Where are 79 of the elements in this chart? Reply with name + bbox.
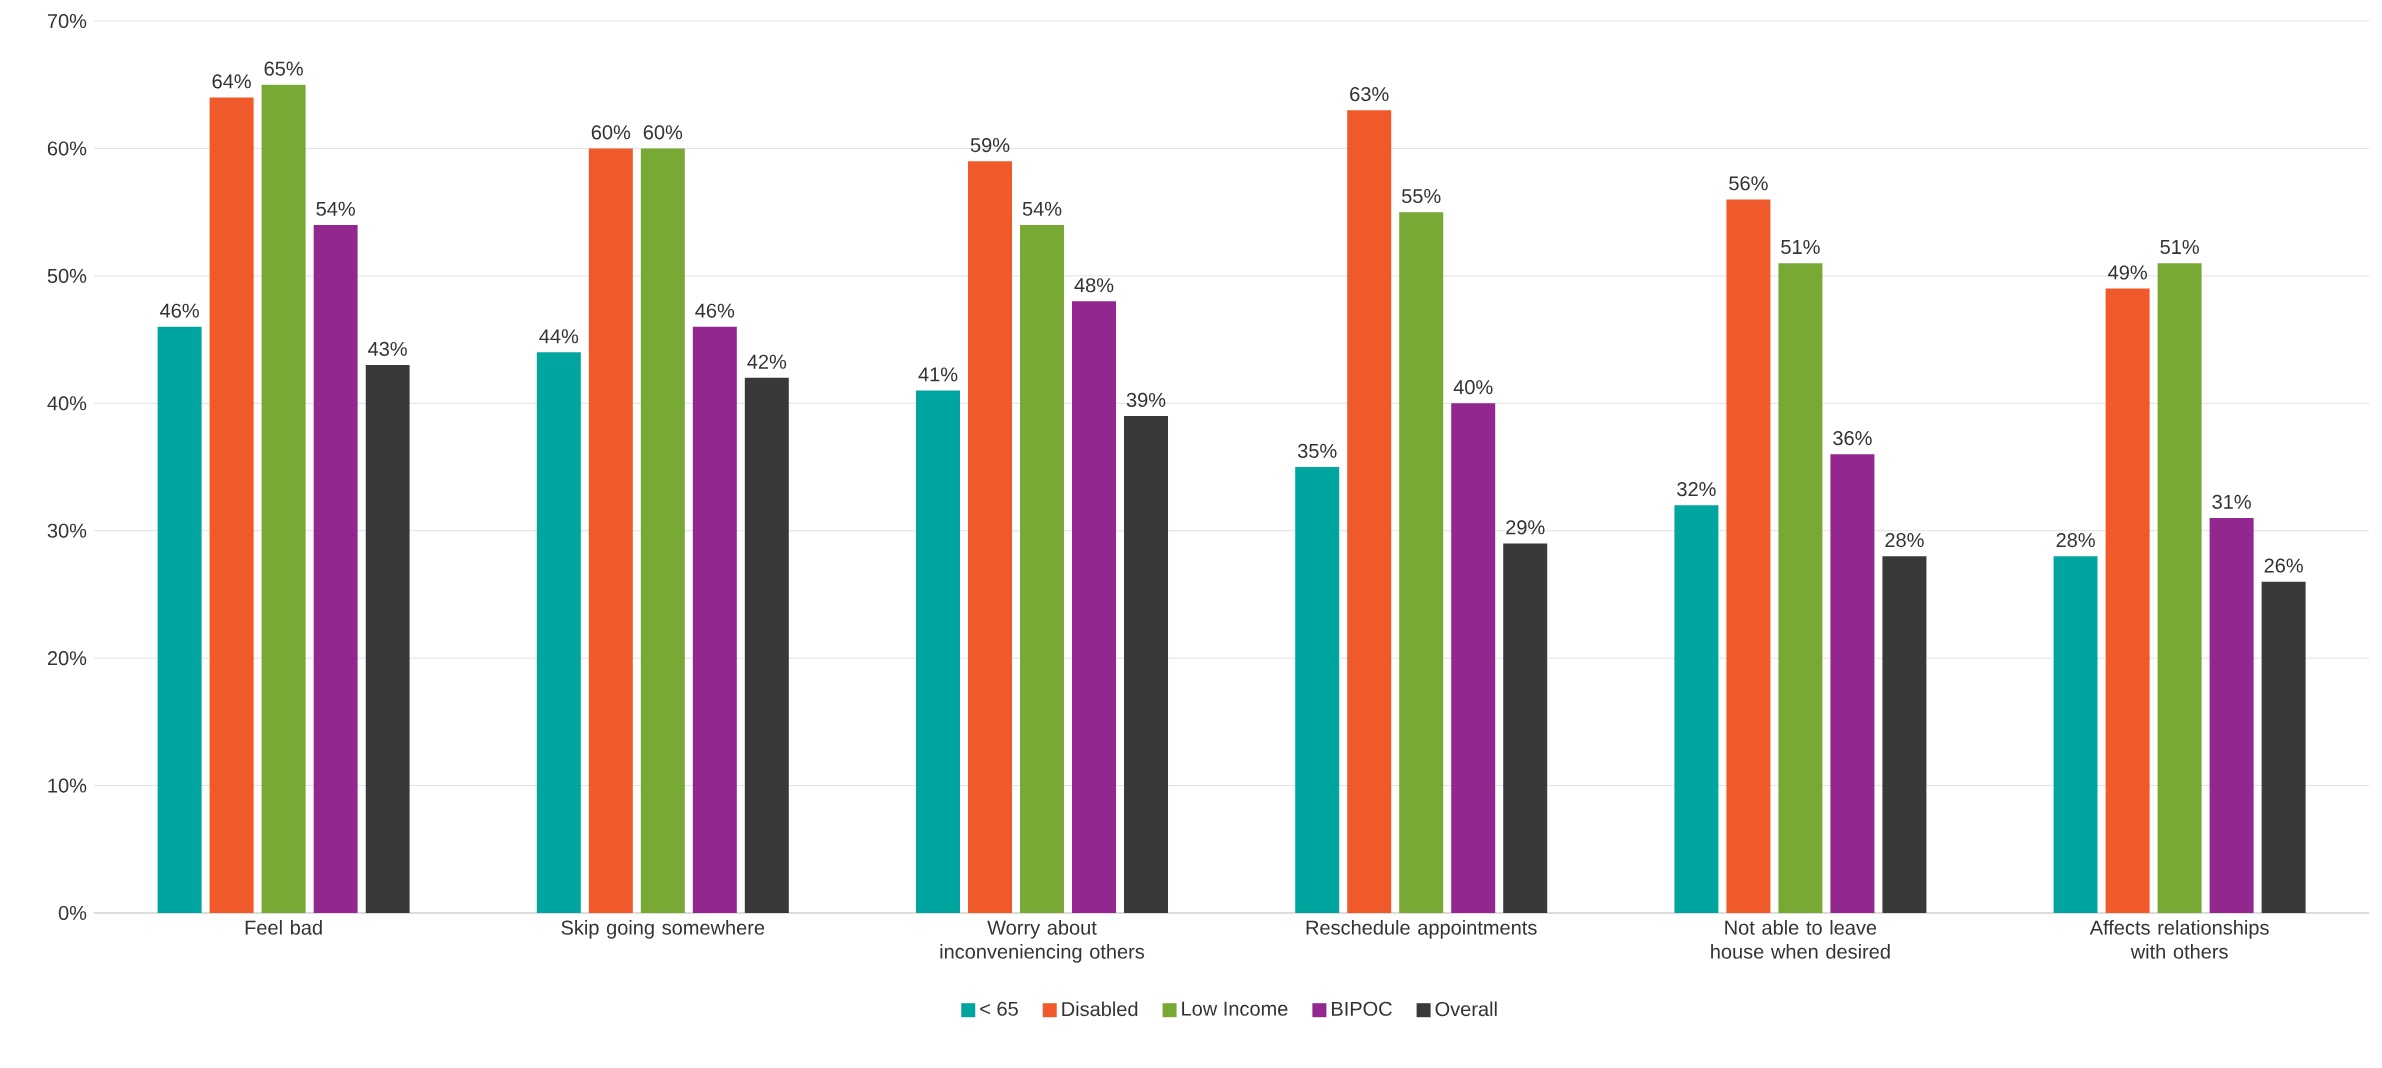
bar (1072, 301, 1117, 913)
bar (365, 365, 410, 913)
data-label: 60% (591, 125, 631, 140)
data-label: 43% (368, 341, 407, 356)
bar (916, 390, 961, 913)
bar (1124, 416, 1169, 913)
data-label: 31% (2212, 494, 2251, 509)
data-label: 51% (1781, 239, 1820, 255)
legend-label: Overall (1435, 1001, 1497, 1017)
y-tick-label: 40% (47, 396, 87, 411)
bar (1399, 212, 1444, 913)
bar (640, 148, 685, 913)
x-tick-label: Feel bad (245, 920, 322, 935)
bar (536, 352, 581, 913)
bar (1451, 403, 1496, 913)
bar (2261, 581, 2306, 913)
data-label: 44% (539, 329, 579, 344)
data-label: 48% (1074, 278, 1114, 293)
y-tick-label: 10% (48, 778, 87, 793)
data-label: 59% (970, 137, 1010, 153)
data-label: 54% (316, 201, 355, 216)
bar (1882, 556, 1927, 913)
legend-label: Low Income (1182, 1001, 1288, 1016)
data-label: 51% (2160, 239, 2199, 255)
bar (968, 161, 1013, 913)
data-label: 60% (643, 125, 683, 140)
data-label: 35% (1297, 443, 1337, 458)
data-label: 40% (1453, 380, 1493, 395)
bar (2053, 556, 2098, 913)
data-label: 65% (264, 61, 303, 76)
data-label: 41% (918, 367, 958, 382)
data-label: 46% (695, 303, 735, 318)
data-label: 26% (2264, 558, 2303, 573)
x-tick-label: Skip going somewhere (561, 920, 765, 939)
bar (1778, 263, 1823, 913)
data-label: 55% (1402, 189, 1441, 204)
bar (744, 377, 789, 913)
data-label: 64% (212, 74, 251, 89)
x-tick-label: Affects relationships with others (2089, 920, 2269, 959)
bar (1347, 110, 1392, 913)
legend-label: BIPOC (1332, 1001, 1392, 1016)
data-label: 29% (1506, 520, 1545, 535)
bar (313, 224, 358, 913)
bar (1674, 505, 1719, 913)
legend-label: Disabled (1062, 1001, 1138, 1017)
data-label: 28% (2056, 532, 2095, 548)
legend-label: < 65 (980, 1001, 1018, 1016)
bar (2157, 263, 2202, 913)
bar (2105, 288, 2150, 913)
y-tick-label: 0% (58, 905, 87, 921)
y-tick-label: 50% (47, 268, 87, 283)
bar (1295, 467, 1340, 913)
data-label: 63% (1350, 87, 1389, 102)
x-tick-label: Worry about inconveniencing others (940, 920, 1145, 963)
bar (261, 84, 306, 913)
y-tick-label: 30% (47, 523, 87, 538)
bar (2209, 517, 2254, 913)
y-tick-label: 70% (47, 13, 87, 29)
data-label: 56% (1729, 176, 1768, 191)
data-label: 54% (1022, 201, 1062, 216)
x-tick-label: Reschedule appointments (1306, 920, 1537, 939)
data-label: 46% (160, 303, 199, 318)
bar (1830, 454, 1875, 913)
data-label: 28% (1885, 532, 1924, 548)
bar (209, 97, 254, 913)
bar (588, 148, 633, 913)
data-label: 39% (1126, 392, 1166, 407)
bar (1020, 224, 1065, 913)
bar (1503, 543, 1548, 913)
data-label: 32% (1677, 482, 1716, 497)
data-label: 36% (1833, 431, 1872, 446)
bar (692, 326, 737, 913)
x-tick-label: Not able to leave house when desired (1711, 920, 1890, 959)
bar (1726, 199, 1771, 913)
data-label: 42% (747, 354, 787, 369)
y-tick-label: 20% (47, 651, 87, 666)
bar (157, 326, 202, 913)
data-label: 49% (2108, 265, 2147, 280)
y-tick-label: 60% (47, 141, 87, 156)
